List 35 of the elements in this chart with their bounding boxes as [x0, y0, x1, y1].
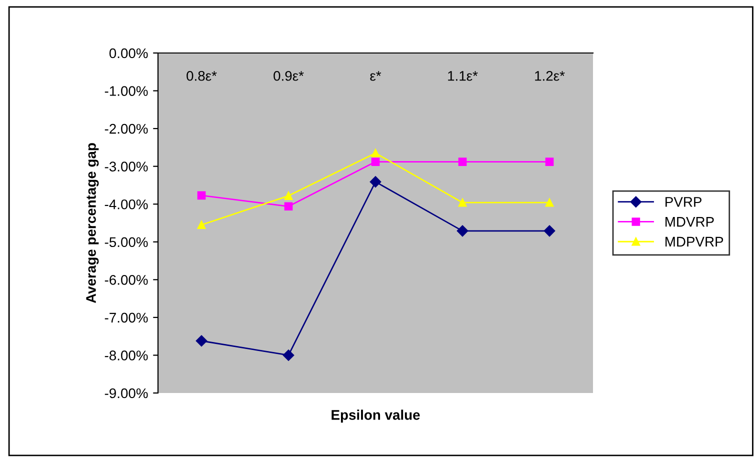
y-tick-label: -1.00% — [104, 86, 148, 96]
point — [197, 191, 206, 200]
point — [196, 335, 208, 346]
point — [282, 350, 294, 361]
y-tick-label: -8.00% — [104, 350, 148, 360]
y-tick-label: -6.00% — [104, 275, 148, 285]
x-tick-label: 0.8ε* — [186, 70, 217, 81]
x-tick-label: 1.1ε* — [448, 71, 478, 81]
y-tick-label: 0.00% — [109, 48, 148, 58]
y-tick-label: -2.00% — [104, 124, 148, 134]
y-tick-label: -7.00% — [104, 312, 148, 323]
y-axis-title: Average percentage gap — [86, 143, 99, 304]
y-tick-label: -4.00% — [104, 199, 148, 210]
y-tick-label: -5.00% — [104, 237, 148, 248]
point — [371, 148, 380, 158]
x-tick-label: 0.9ε* — [274, 70, 304, 81]
point — [456, 225, 468, 237]
point — [371, 158, 380, 166]
point — [284, 202, 293, 211]
x-axis-title: Epsilon value — [332, 410, 420, 423]
point — [545, 158, 554, 166]
y-tick-label: -3.00% — [104, 162, 148, 172]
point — [458, 198, 467, 207]
point — [197, 220, 206, 230]
legend-label: MDVRP — [666, 217, 714, 227]
point — [370, 176, 382, 188]
point — [544, 225, 556, 237]
point — [545, 198, 554, 207]
x-tick-label: 1.2ε* — [535, 70, 565, 81]
legend-label: MDPVRP — [666, 236, 724, 246]
point — [458, 158, 467, 166]
x-tick-label: ε* — [370, 71, 382, 81]
point — [284, 192, 293, 200]
legend-label: PVRP — [666, 197, 702, 207]
y-tick-label: -9.00% — [104, 388, 148, 398]
